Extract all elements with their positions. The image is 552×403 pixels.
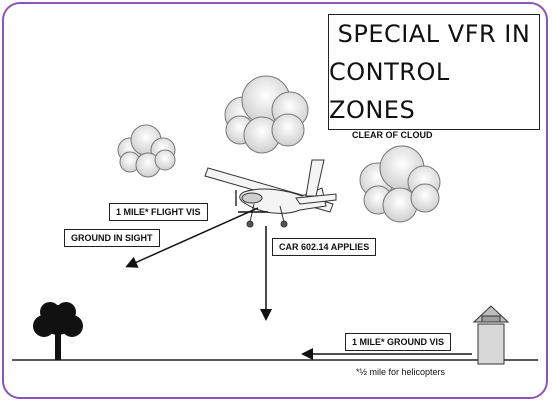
airplane [204, 159, 337, 228]
cloud-left [117, 124, 176, 178]
title-box: SPECIAL VFR IN CONTROL ZONES [328, 14, 540, 130]
label-flight-vis: 1 MILE* FLIGHT VIS [109, 203, 208, 221]
label-car-applies: CAR 602.14 APPLIES [272, 238, 377, 256]
cloud-right [359, 145, 441, 223]
ground-in-sight-arrow [125, 207, 259, 268]
label-ground-vis: 1 MILE* GROUND VIS [345, 333, 452, 351]
cloud-top-center [224, 75, 309, 154]
title-line-2: CONTROL ZONES [329, 58, 450, 124]
tree [33, 302, 83, 360]
label-clear-of-cloud: CLEAR OF CLOUD [352, 130, 433, 140]
label-ground-in-sight: GROUND IN SIGHT [64, 229, 160, 247]
title-line-1: SPECIAL VFR IN [337, 20, 531, 48]
observation-post [472, 305, 510, 365]
footnote-helicopters: *½ mile for helicopters [356, 367, 446, 377]
